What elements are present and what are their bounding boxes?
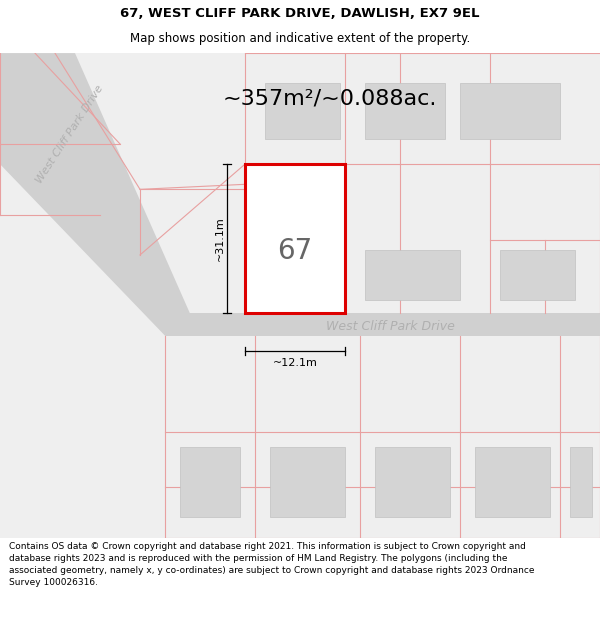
Text: West Cliff Park Drive: West Cliff Park Drive: [35, 83, 106, 185]
Text: ~12.1m: ~12.1m: [272, 358, 317, 368]
Bar: [570, 447, 592, 518]
Bar: [375, 447, 450, 518]
Bar: [245, 164, 345, 314]
Polygon shape: [0, 53, 190, 336]
Bar: [265, 83, 340, 139]
Text: ~357m²/~0.088ac.: ~357m²/~0.088ac.: [223, 89, 437, 109]
Text: Map shows position and indicative extent of the property.: Map shows position and indicative extent…: [130, 32, 470, 45]
Bar: [270, 447, 345, 518]
Text: ~31.1m: ~31.1m: [215, 216, 225, 261]
Bar: [365, 250, 460, 301]
Bar: [180, 447, 240, 518]
Text: 67: 67: [277, 237, 313, 265]
Bar: [475, 447, 550, 518]
Polygon shape: [165, 314, 190, 336]
Text: Contains OS data © Crown copyright and database right 2021. This information is : Contains OS data © Crown copyright and d…: [9, 542, 535, 587]
Bar: [500, 250, 575, 301]
Polygon shape: [165, 314, 600, 336]
Text: West Cliff Park Drive: West Cliff Park Drive: [326, 320, 454, 333]
Bar: [460, 83, 560, 139]
Text: 67, WEST CLIFF PARK DRIVE, DAWLISH, EX7 9EL: 67, WEST CLIFF PARK DRIVE, DAWLISH, EX7 …: [120, 7, 480, 20]
Bar: [365, 83, 445, 139]
